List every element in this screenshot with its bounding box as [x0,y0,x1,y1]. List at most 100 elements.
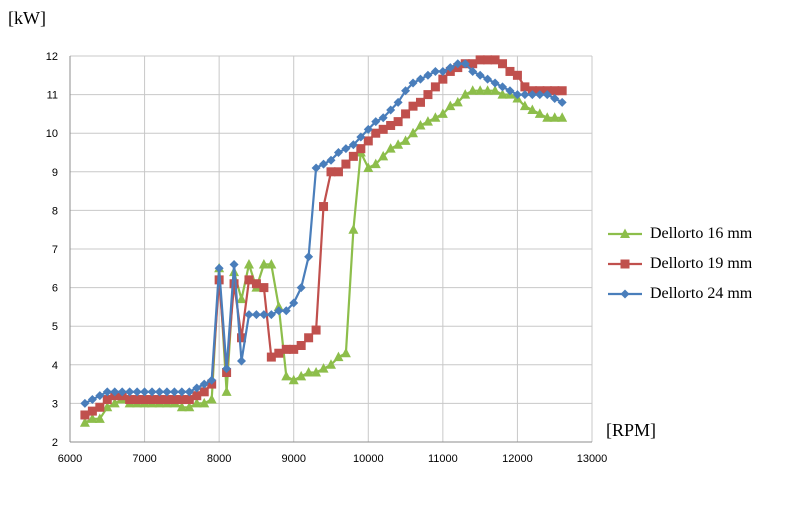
data-point [140,387,150,397]
data-point [303,367,314,377]
data-point [498,59,508,69]
data-point [125,387,135,397]
data-point [430,66,440,76]
y-tick-label: 7 [52,244,58,256]
data-point [468,66,478,76]
y-tick-label: 12 [46,51,58,63]
data-point [326,359,336,369]
data-point [520,82,530,92]
data-point [550,93,560,103]
data-point [117,387,127,397]
data-point [557,97,567,107]
data-point [237,333,247,343]
data-point [229,259,239,269]
legend: Dellorto 16 mm Dellorto 19 mm Dellorto 2… [606,219,791,309]
data-point [288,374,299,385]
data-point [445,100,456,111]
data-point [132,395,142,405]
series-line [84,58,563,416]
data-point [237,356,247,366]
y-tick-label: 8 [52,205,58,217]
data-point [289,344,299,354]
data-point [95,391,105,401]
data-point [408,127,419,138]
data-point [79,417,90,427]
data-point [490,85,501,95]
data-point [415,97,425,107]
data-point [102,401,113,412]
data-point [236,293,247,304]
y-tick-label: 3 [52,398,58,410]
data-point [333,167,343,177]
legend-item-24mm: Dellorto 24 mm [606,279,791,309]
data-point [370,158,381,169]
legend-label: Dellorto 19 mm [650,255,753,272]
data-point [199,397,210,408]
data-point [304,333,314,343]
data-point [333,148,343,157]
legend-label: Dellorto 24 mm [650,285,753,302]
data-point [184,387,194,397]
data-point [221,386,232,396]
data-point [274,306,284,316]
y-tick-label: 4 [52,360,58,372]
data-point [184,401,195,412]
data-point [266,258,277,269]
data-point [199,379,209,389]
data-point [408,101,418,111]
data-point [162,395,172,405]
data-point [229,279,239,289]
data-point [483,55,493,65]
data-point [363,124,373,134]
data-point [453,59,463,69]
data-point [296,341,306,350]
data-point [378,124,388,134]
data-point [438,66,448,76]
data-point [438,74,448,84]
data-point [348,140,358,150]
data-point [102,395,112,405]
data-point [460,89,471,99]
data-point [415,74,425,84]
data-point [162,387,172,397]
data-point [378,113,388,123]
data-point [80,398,90,408]
data-point [549,112,560,122]
data-point [244,275,254,285]
data-point [393,97,403,107]
x-tick-label: 9000 [281,453,305,465]
data-point [87,395,97,405]
data-point [557,86,567,96]
data-point [207,375,217,385]
data-point [326,155,336,165]
data-point [430,82,440,92]
data-point [311,325,321,335]
data-point [94,413,105,423]
data-point [483,74,493,84]
legend-item-16mm: Dellorto 16 mm [606,219,791,249]
data-point [512,90,522,100]
data-point [333,351,344,362]
legend-key-square [608,259,642,269]
x-tick-label: 11000 [428,453,458,465]
data-point [422,116,433,126]
data-point [467,85,478,95]
data-point [527,104,538,115]
data-point [199,387,209,397]
data-point [296,283,306,293]
data-point [512,70,522,80]
data-point [95,402,105,412]
data-point [222,364,232,374]
data-point [401,86,411,96]
data-point [445,63,455,73]
data-point [430,112,441,122]
data-point [542,90,552,100]
data-point [475,85,486,95]
y-tick-label: 2 [52,437,58,449]
data-point [154,395,164,405]
data-point [341,159,351,169]
data-point [356,132,366,142]
data-point [87,406,97,416]
data-point [371,128,381,138]
